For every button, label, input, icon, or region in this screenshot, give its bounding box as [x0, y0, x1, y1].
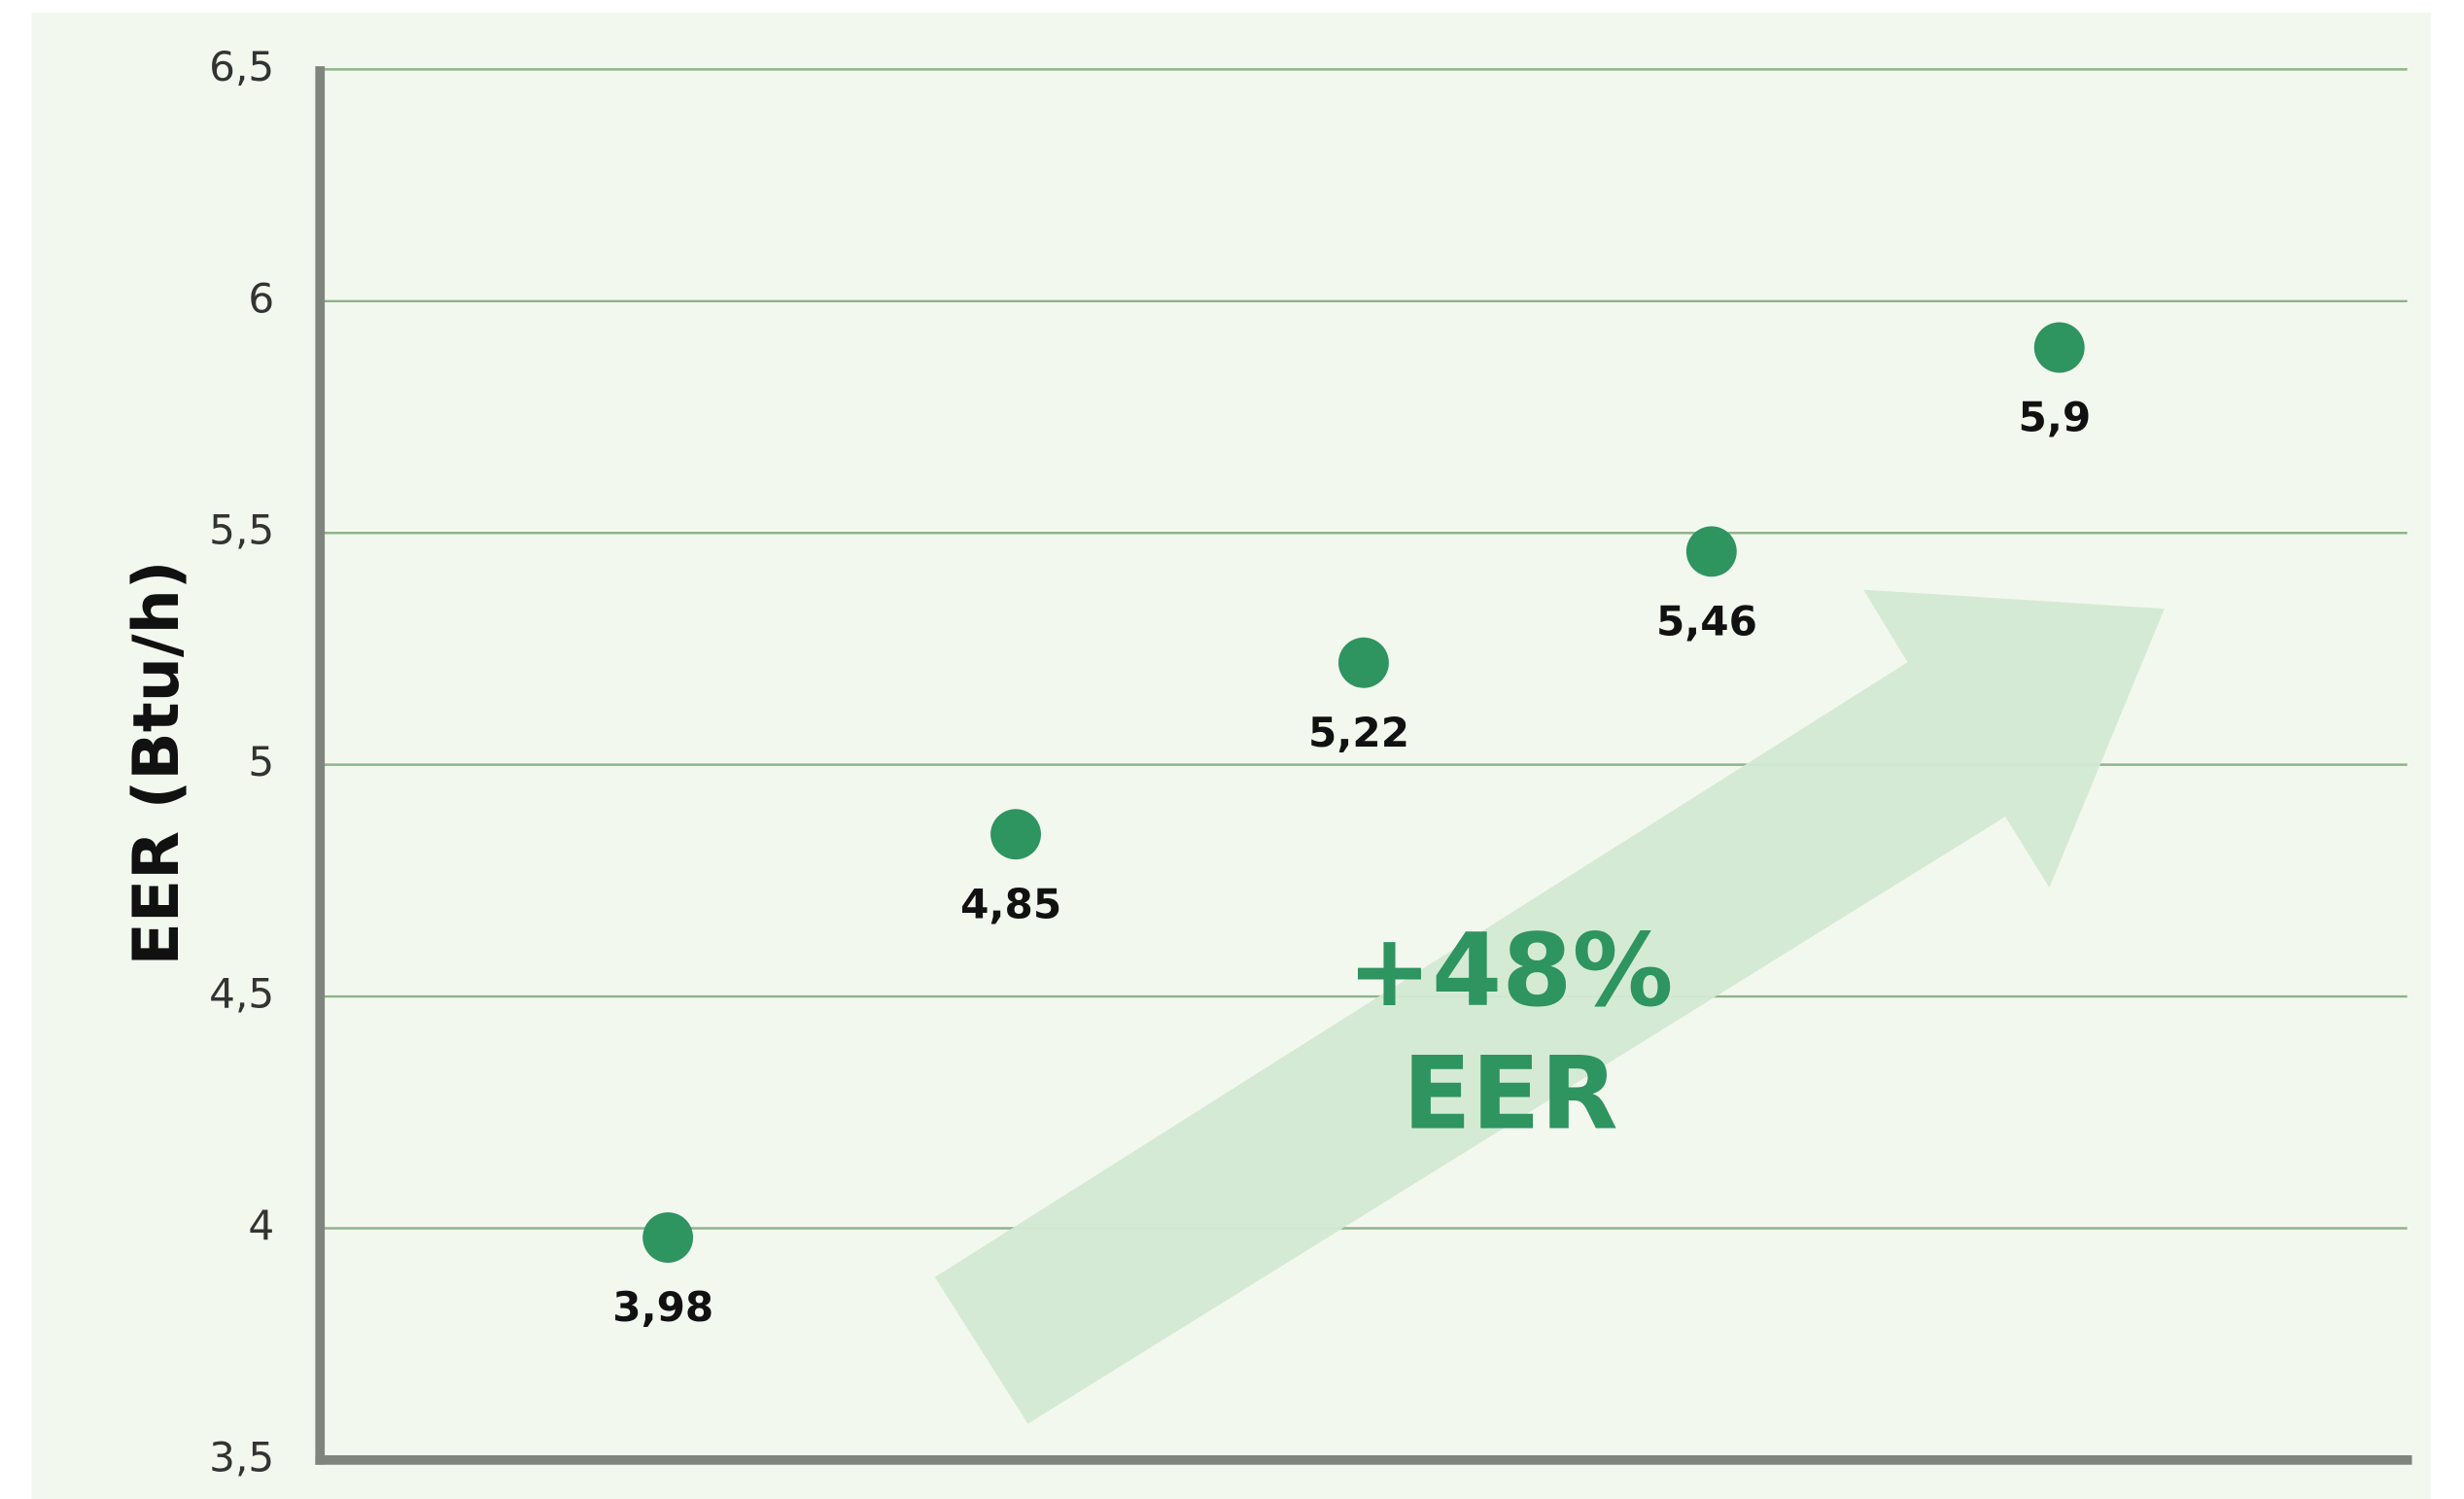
value-label: 3,98: [612, 1283, 713, 1331]
y-tick-label: 6,5: [209, 43, 274, 90]
value-label: 5,9: [2019, 394, 2092, 441]
y-tick-label: 6: [248, 274, 274, 322]
point: [1685, 526, 1737, 577]
value-label: 4,85: [960, 880, 1061, 927]
value-label: 5,22: [1308, 709, 1409, 756]
y-tick-label: 3,5: [209, 1433, 274, 1481]
trend-arrow: [934, 589, 2165, 1424]
y-axis-label: EER (Btu/h): [121, 561, 193, 966]
annotation: EER: [1403, 1035, 1618, 1152]
y-tick-label: 5: [248, 738, 274, 785]
y-tick-label: 5,5: [209, 506, 274, 554]
y-tick-label: 4: [248, 1202, 274, 1249]
point: [1337, 637, 1389, 688]
annotation: +48%: [1347, 913, 1673, 1029]
value-label: 5,46: [1656, 597, 1757, 645]
y-tick-label: 4,5: [209, 970, 274, 1018]
point: [642, 1212, 694, 1263]
point: [990, 809, 1041, 860]
point: [2033, 322, 2085, 373]
